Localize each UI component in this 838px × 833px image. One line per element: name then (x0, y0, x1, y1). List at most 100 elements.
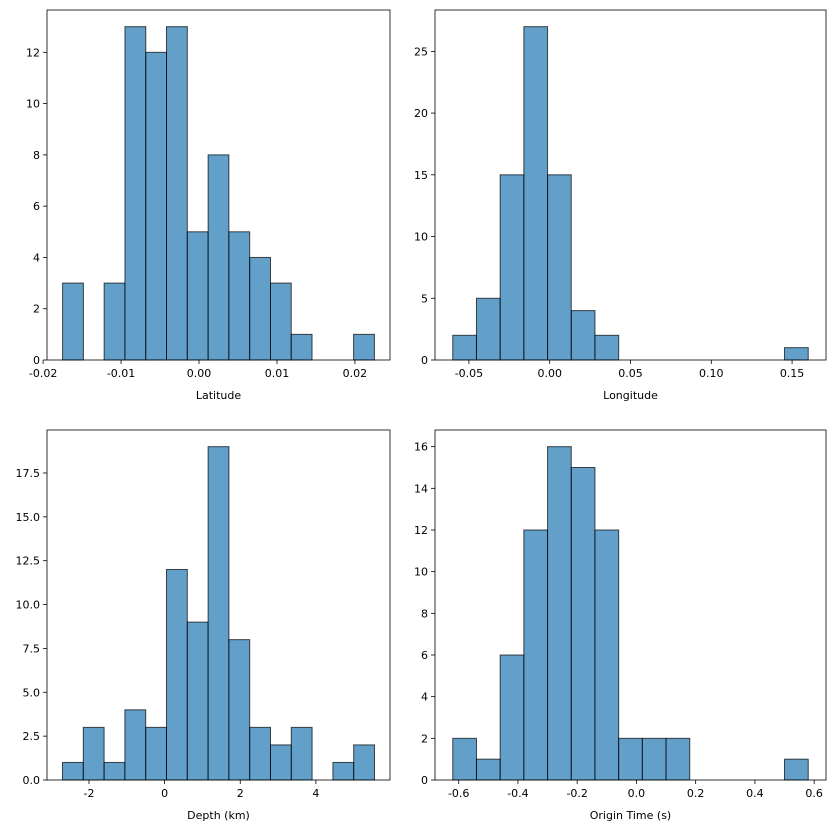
bar (166, 26, 188, 361)
y-tick-label: 20 (414, 107, 428, 120)
bar (641, 737, 667, 781)
x-tick-label: -0.6 (448, 787, 469, 800)
y-tick-label: 0 (421, 354, 428, 367)
x-tick-label: 0.6 (805, 787, 823, 800)
x-tick-label: 0.2 (687, 787, 705, 800)
y-tick-label: 16 (414, 441, 428, 454)
bar (186, 621, 209, 781)
x-axis-label: Depth (km) (187, 809, 250, 822)
bar (228, 639, 251, 781)
bar (784, 347, 809, 361)
y-tick-label: 25 (414, 45, 428, 58)
bar (124, 26, 147, 361)
bar (145, 726, 168, 781)
x-axis-label: Longitude (603, 389, 658, 402)
y-tick-label: 0 (421, 774, 428, 787)
bar (145, 51, 168, 361)
bar (249, 256, 271, 361)
y-tick-label: 0 (33, 354, 40, 367)
y-tick-label: 6 (421, 649, 428, 662)
x-axis-label: Latitude (196, 389, 242, 402)
x-tick-label: 0.0 (628, 787, 646, 800)
y-tick-label: 8 (421, 607, 428, 620)
bar (186, 231, 209, 361)
bar (207, 446, 230, 781)
axes-frame (46, 429, 391, 781)
bar (62, 761, 84, 781)
y-tick-label: 10 (414, 231, 428, 244)
bar (475, 297, 501, 361)
y-tick-label: 5 (421, 292, 428, 305)
y-tick-label: 7.5 (23, 642, 41, 655)
bar (207, 154, 230, 361)
x-tick-label: 0 (161, 787, 168, 800)
bar (269, 744, 292, 781)
x-tick-label: -0.2 (566, 787, 587, 800)
bar (523, 26, 549, 361)
bar (499, 654, 525, 781)
y-tick-label: 5.0 (23, 686, 41, 699)
bar (290, 726, 313, 781)
y-tick-label: 2 (33, 303, 40, 316)
axes-frame (434, 429, 827, 781)
bar (499, 174, 525, 361)
bar (523, 529, 549, 781)
bar (594, 529, 620, 781)
bar (353, 744, 375, 781)
bar (62, 282, 84, 361)
x-tick-label: -2 (83, 787, 94, 800)
bar (103, 761, 126, 781)
bar (228, 231, 251, 361)
bar (547, 174, 572, 361)
x-tick-label: 0.01 (265, 367, 290, 380)
x-tick-label: 0.15 (780, 367, 805, 380)
y-tick-label: 14 (414, 482, 428, 495)
y-tick-label: 10.0 (16, 599, 41, 612)
y-tick-label: 4 (421, 691, 428, 704)
x-tick-label: -0.02 (29, 367, 57, 380)
y-tick-label: 2 (421, 732, 428, 745)
y-tick-label: 17.5 (16, 467, 41, 480)
y-tick-label: 15.0 (16, 511, 41, 524)
x-axis-label: Origin Time (s) (590, 809, 671, 822)
bar (166, 568, 188, 781)
y-tick-label: 2.5 (23, 730, 41, 743)
bar (784, 758, 809, 781)
x-tick-label: 0.05 (618, 367, 643, 380)
x-tick-label: -0.01 (107, 367, 135, 380)
bar (353, 333, 375, 361)
bar (290, 333, 313, 361)
y-tick-label: 0.0 (23, 774, 41, 787)
bar (82, 726, 105, 781)
bar (452, 737, 477, 781)
bar (452, 334, 477, 361)
x-tick-label: 0.00 (537, 367, 562, 380)
y-tick-label: 12.5 (16, 555, 41, 568)
bar (665, 737, 691, 781)
bar (570, 310, 596, 361)
bar (103, 282, 126, 361)
bar (547, 446, 572, 781)
bar (475, 758, 501, 781)
y-tick-label: 12 (414, 524, 428, 537)
bar (618, 737, 643, 781)
x-tick-label: 0.10 (699, 367, 724, 380)
x-tick-label: 0.4 (746, 787, 764, 800)
x-tick-label: 2 (237, 787, 244, 800)
bar (249, 726, 271, 781)
y-tick-label: 10 (414, 566, 428, 579)
x-tick-label: -0.4 (507, 787, 528, 800)
x-tick-label: -0.05 (455, 367, 483, 380)
y-tick-label: 4 (33, 251, 40, 264)
y-tick-label: 6 (33, 200, 40, 213)
y-tick-label: 15 (414, 169, 428, 182)
bar (269, 282, 292, 361)
bar (124, 709, 147, 781)
bar (332, 761, 355, 781)
bar (594, 334, 620, 361)
y-tick-label: 10 (26, 98, 40, 111)
y-tick-label: 12 (26, 46, 40, 59)
x-tick-label: 4 (312, 787, 319, 800)
x-tick-label: 0.02 (343, 367, 368, 380)
